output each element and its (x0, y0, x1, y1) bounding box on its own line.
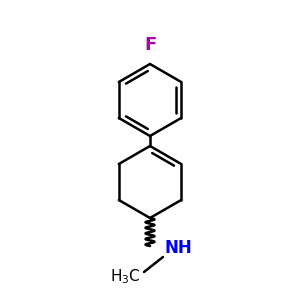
Text: H$_3$C: H$_3$C (110, 268, 141, 286)
Text: F: F (144, 36, 156, 54)
Text: NH: NH (164, 239, 192, 257)
